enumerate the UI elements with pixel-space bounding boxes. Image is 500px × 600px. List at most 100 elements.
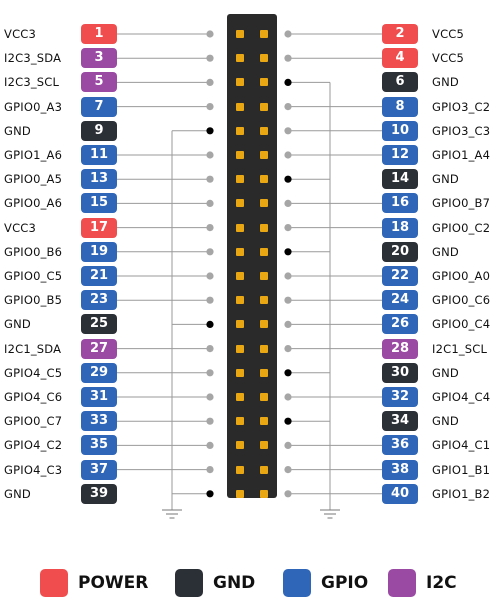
pin-row: GPIO0_A3 7 8 GPIO3_C2: [0, 96, 500, 117]
pin-label-left: I2C3_SDA: [4, 51, 62, 66]
pin-label-right: GPIO3_C2: [432, 99, 491, 114]
pin-label-right: VCC5: [432, 51, 465, 66]
pin-number-badge-left: 33: [81, 411, 117, 432]
legend-label-i2c: I2C: [426, 573, 457, 593]
pin-label-right: I2C1_SCL: [432, 341, 488, 356]
header-pin-left: [236, 344, 244, 353]
pin-number-badge-right: 28: [382, 338, 418, 359]
header-pin-left: [236, 151, 244, 159]
header-pin-right: [260, 417, 268, 426]
pin-label-right: GPIO0_C4: [432, 317, 491, 332]
pin-header: [227, 14, 277, 498]
pin-number-badge-left: 29: [81, 362, 117, 383]
pin-number-badge-right: 30: [382, 362, 418, 383]
pin-dot-left: [206, 345, 214, 353]
pin-label-right: GND: [432, 172, 459, 187]
header-pin-left: [236, 417, 244, 426]
pin-dot-left: [206, 296, 214, 304]
header-pin-right: [260, 175, 268, 184]
header-pin-right: [260, 272, 268, 280]
header-pin-left: [236, 78, 244, 87]
header-pin-left: [236, 175, 244, 184]
header-pin-left: [236, 465, 244, 474]
pin-label-right: GND: [432, 414, 459, 429]
legend-swatch-gpio: [283, 569, 311, 597]
pin-label-right: GND: [432, 75, 459, 90]
pin-row: GPIO4_C6 31 32 GPIO4_C4: [0, 387, 500, 407]
header-pin-right: [260, 102, 268, 111]
pin-row: GPIO4_C5 29 30 GND: [0, 362, 500, 383]
pin-number-badge-left: 21: [81, 266, 117, 286]
header-pin-left: [236, 247, 244, 256]
pin-number-badge-left: 27: [81, 338, 117, 359]
pin-label-right: GPIO4_C1: [432, 438, 491, 453]
gnd-dot-right: [284, 248, 292, 256]
pin-label-left: GPIO0_B5: [4, 293, 63, 308]
pin-dot-left: [206, 175, 214, 183]
pin-number-badge-left: 39: [81, 483, 117, 504]
pin-row: I2C1_SDA 27 28 I2C1_SCL: [0, 338, 500, 359]
pin-number-badge-left: 7: [81, 96, 117, 117]
pin-number-badge-right: 8: [382, 96, 418, 117]
pin-label-left: GPIO0_C7: [4, 414, 63, 429]
header-pin-left: [236, 489, 244, 498]
pin-dot-left: [206, 417, 214, 425]
header-pin-left: [236, 441, 244, 450]
pin-label-left: GPIO0_A3: [4, 99, 63, 114]
pin-label-left: GPIO4_C6: [4, 390, 63, 404]
pin-row: GPIO0_A5 13 14 GND: [0, 169, 500, 190]
pin-label-right: GPIO0_A0: [432, 269, 491, 283]
gnd-dot-right: [284, 175, 292, 183]
pin-number-badge-left: 3: [81, 48, 117, 69]
pin-dot-left: [206, 54, 214, 62]
pin-dot-right: [284, 490, 292, 498]
pin-number-badge-left: 35: [81, 435, 117, 456]
pin-label-right: GPIO0_C6: [432, 293, 491, 308]
pin-dot-right: [284, 272, 292, 280]
pin-label-left: VCC3: [4, 220, 37, 235]
pin-number-badge-left: 19: [81, 241, 117, 262]
pin-label-left: GPIO4_C5: [4, 365, 63, 380]
pin-label-right: VCC5: [432, 27, 465, 41]
pin-dot-left: [206, 224, 214, 232]
pin-label-right: GND: [432, 244, 459, 259]
pin-label-left: I2C3_SCL: [4, 75, 60, 90]
header-pin-right: [260, 465, 268, 474]
pin-dot-right: [284, 345, 292, 353]
pin-label-left: VCC3: [4, 27, 37, 41]
header-pin-right: [260, 344, 268, 353]
pin-number-badge-left: 25: [81, 314, 117, 335]
header-pin-left: [236, 368, 244, 377]
pin-label-right: GPIO0_B7: [432, 196, 491, 211]
header-pin-right: [260, 393, 268, 401]
pin-number-badge-left: 11: [81, 145, 117, 165]
pin-label-left: GPIO1_A6: [4, 148, 63, 162]
legend-label-gnd: GND: [213, 573, 256, 593]
legend-swatch-i2c: [388, 569, 416, 597]
pin-number-badge-left: 37: [81, 459, 117, 480]
pin-dot-right: [284, 54, 292, 62]
pin-dot-right: [284, 30, 292, 38]
pin-label-right: GPIO4_C4: [432, 390, 491, 404]
pin-number-badge-left: 5: [81, 72, 117, 93]
header-pin-left: [236, 296, 244, 305]
pin-dot-right: [284, 199, 292, 207]
header-pin-right: [260, 54, 268, 63]
header-pin-left: [236, 320, 244, 329]
pin-number-badge-right: 22: [382, 266, 418, 286]
pin-dot-left: [206, 272, 214, 280]
pin-number-badge-right: 18: [382, 217, 418, 238]
legend-label-power: POWER: [78, 573, 149, 593]
pin-number-badge-right: 16: [382, 193, 418, 214]
pin-number-badge-right: 10: [382, 120, 418, 141]
pin-label-left: GPIO0_B6: [4, 244, 63, 259]
pin-label-right: GPIO1_B1: [432, 462, 491, 477]
header-pin-left: [236, 54, 244, 63]
header-pin-right: [260, 78, 268, 87]
pin-dot-right: [284, 151, 292, 159]
gnd-dot-left: [206, 490, 214, 498]
pin-row: I2C3_SDA 3 4 VCC5: [0, 48, 500, 69]
pin-label-left: GND: [4, 486, 31, 501]
pin-label-left: GPIO0_C5: [4, 269, 63, 283]
